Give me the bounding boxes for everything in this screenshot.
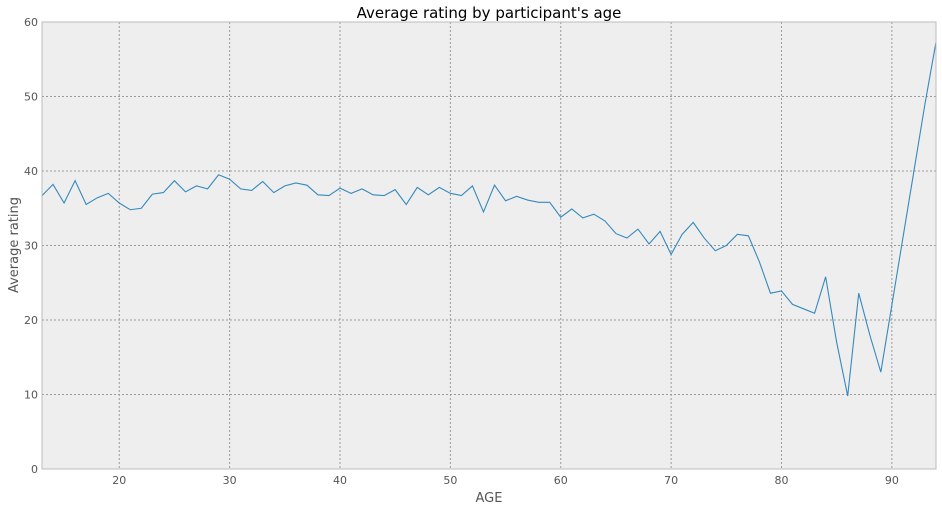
x-tick-label: 50 — [443, 474, 457, 487]
x-tick-label: 60 — [554, 474, 568, 487]
y-tick-label: 50 — [24, 91, 38, 104]
x-tick-label: 80 — [774, 474, 788, 487]
chart-title: Average rating by participant's age — [357, 4, 622, 22]
x-tick-label: 40 — [333, 474, 347, 487]
y-tick-label: 40 — [24, 165, 38, 178]
y-tick-label: 10 — [24, 389, 38, 402]
series-line — [41, 42, 937, 397]
y-tick-label: 0 — [31, 463, 38, 476]
y-tick-label: 20 — [24, 314, 38, 327]
y-axis-ticks: 0 10 20 30 40 50 60 — [24, 16, 38, 476]
x-tick-label: 70 — [664, 474, 678, 487]
grid — [42, 22, 936, 469]
x-tick-label: 30 — [223, 474, 237, 487]
plot-frame — [41, 21, 937, 470]
x-tick-label: 20 — [112, 474, 126, 487]
plot-area — [42, 22, 936, 469]
x-tick-label: 90 — [885, 474, 899, 487]
x-axis-label: AGE — [476, 491, 503, 506]
x-axis-ticks: 20 30 40 50 60 70 80 90 — [112, 474, 899, 487]
y-tick-label: 60 — [24, 16, 38, 29]
y-tick-label: 30 — [24, 240, 38, 253]
y-axis-label: Average rating — [7, 197, 22, 293]
